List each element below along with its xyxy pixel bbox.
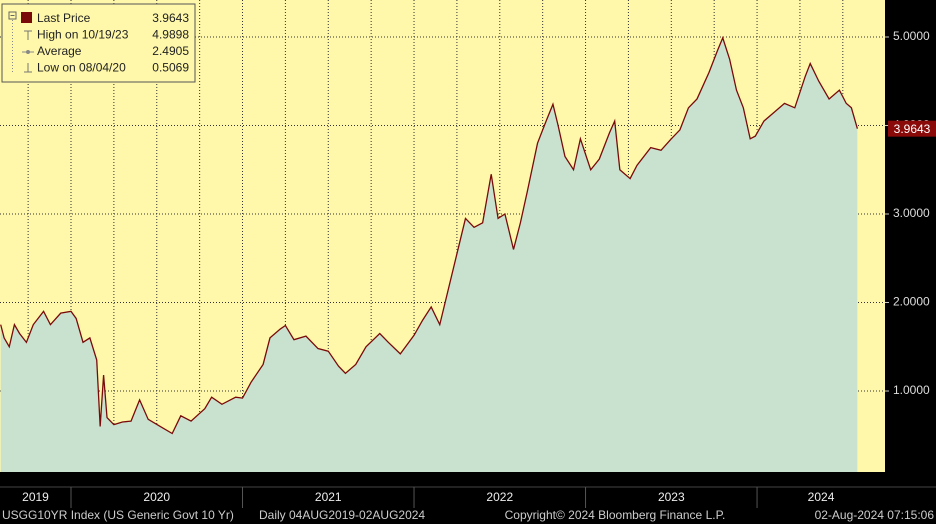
last-price-box bbox=[888, 120, 936, 137]
footer-security: USGG10YR Index (US Generic Govt 10 Yr) bbox=[2, 508, 234, 522]
legend-value: 0.5069 bbox=[152, 61, 189, 75]
legend-collapse[interactable] bbox=[8, 11, 17, 20]
area-fill bbox=[0, 37, 858, 472]
legend-swatch bbox=[21, 12, 32, 23]
legend: Last Price 3.9643 High on 10/19/23 4.9898 Av… bbox=[1, 3, 196, 83]
footer-period: Daily 04AUG2019-02AUG2024 bbox=[259, 508, 425, 522]
x-tick-label: 2022 bbox=[486, 490, 513, 504]
price-line bbox=[0, 36, 859, 435]
legend-label: High on 10/19/23 bbox=[37, 28, 129, 42]
x-axis-band bbox=[0, 472, 936, 508]
legend-value: 4.9898 bbox=[152, 28, 189, 42]
legend-box bbox=[1, 3, 196, 83]
y-tick-label: 2.0000 bbox=[893, 295, 930, 309]
x-tick-label: 2019 bbox=[22, 490, 49, 504]
legend-icon-average bbox=[26, 50, 30, 54]
x-tick-label: 2024 bbox=[808, 490, 835, 504]
x-tick-label: 2023 bbox=[658, 490, 685, 504]
legend-label: Average bbox=[37, 44, 82, 58]
data bbox=[0, 36, 859, 472]
footer-timestamp: 02-Aug-2024 07:15:06 bbox=[815, 508, 935, 522]
axes: 1.00002.00003.00004.00005.00002019202020… bbox=[0, 29, 936, 508]
x-tick-label: 2020 bbox=[143, 490, 170, 504]
footer: USGG10YR Index (US Generic Govt 10 Yr) D… bbox=[2, 508, 934, 522]
legend-label: Low on 08/04/20 bbox=[37, 61, 126, 75]
footer-copyright: Copyright© 2024 Bloomberg Finance L.P. bbox=[505, 508, 726, 522]
y-tick-label: 5.0000 bbox=[893, 29, 930, 43]
last-price-label: 3.9643 bbox=[894, 122, 931, 136]
y-tick-label: 3.0000 bbox=[893, 206, 930, 220]
legend-label: Last Price bbox=[37, 11, 91, 25]
x-tick-label: 2021 bbox=[315, 490, 342, 504]
legend-value: 3.9643 bbox=[152, 11, 189, 25]
y-tick-label: 1.0000 bbox=[893, 383, 930, 397]
legend-value: 2.4905 bbox=[152, 44, 189, 58]
